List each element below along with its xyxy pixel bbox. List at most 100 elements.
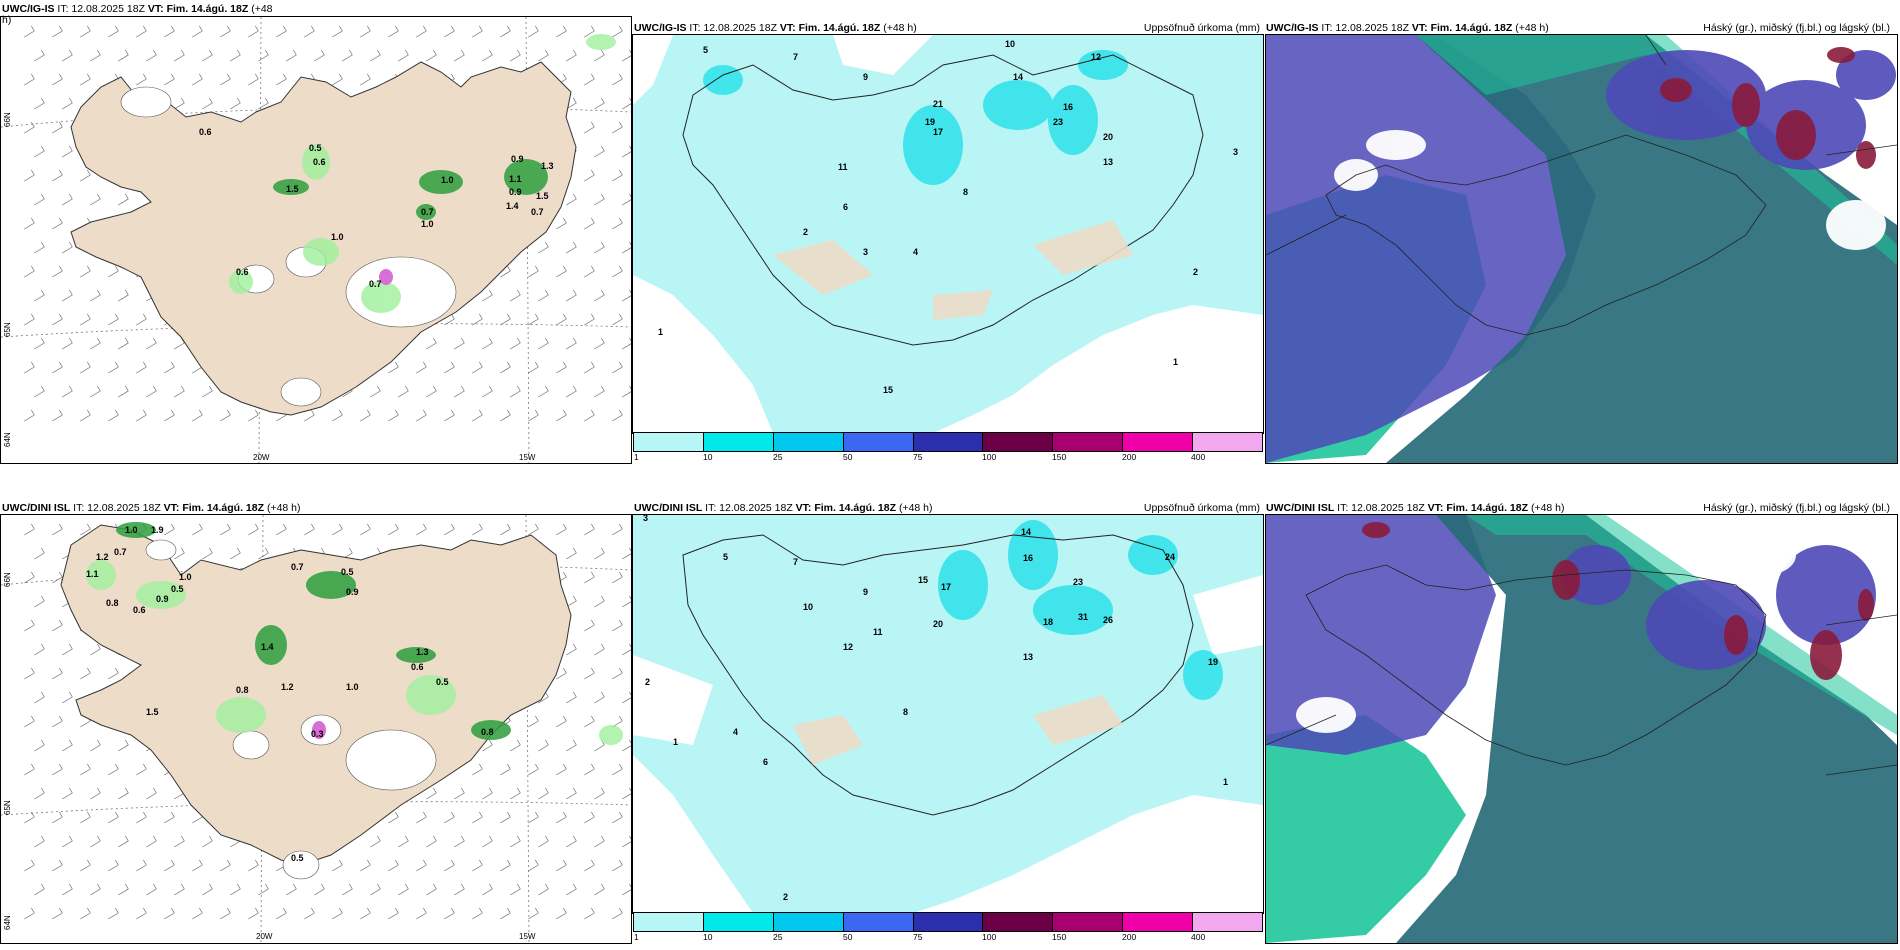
colorbar-swatch bbox=[634, 913, 704, 931]
shower-value: 1.0 bbox=[179, 572, 192, 582]
shower-value: 1.0 bbox=[346, 682, 359, 692]
colorbar-tick: 25 bbox=[773, 452, 783, 462]
shower-value: 0.9 bbox=[156, 594, 169, 604]
precip-value: 31 bbox=[1078, 612, 1088, 622]
precip-value: 8 bbox=[963, 187, 968, 197]
shower-value: 1.5 bbox=[536, 191, 549, 201]
shower-value: 0.6 bbox=[199, 127, 212, 137]
precip-value: 3 bbox=[643, 515, 648, 523]
panel-wind-showers-top: 0.6 0.5 0.6 1.5 1.0 0.7 1.0 1.0 0.6 0.7 … bbox=[0, 16, 632, 464]
shower-value: 0.7 bbox=[369, 279, 382, 289]
colorbar-swatch bbox=[913, 433, 984, 451]
header-lead: (+48 h) bbox=[1528, 502, 1565, 514]
colorbar-tick: 10 bbox=[703, 932, 713, 942]
precip-value: 5 bbox=[723, 552, 728, 562]
colorbar-tick: 150 bbox=[1052, 932, 1067, 942]
precip-value: 6 bbox=[843, 202, 848, 212]
header-wrap: h) bbox=[2, 14, 12, 26]
shower-value: 0.5 bbox=[171, 584, 184, 594]
header-lead: (+48 h) bbox=[264, 502, 301, 514]
shower-value: 1.1 bbox=[86, 569, 99, 579]
colorbar-tick: 1 bbox=[634, 452, 639, 462]
precip-value: 1 bbox=[1223, 777, 1228, 787]
header-lead: (+48 h) bbox=[896, 502, 933, 514]
lon-label: 20W bbox=[256, 932, 273, 941]
precip-value: 6 bbox=[763, 757, 768, 767]
header-right: Uppsöfnuð úrkoma (mm) bbox=[1143, 22, 1260, 34]
precip-value: 2 bbox=[1193, 267, 1198, 277]
colorbar-tick: 100 bbox=[982, 932, 997, 942]
header-lead: (+48 h) bbox=[1512, 22, 1549, 34]
precip-value: 10 bbox=[1005, 39, 1015, 49]
header-valid: VT: Fim. 14.ágú. 18Z bbox=[779, 22, 881, 34]
lon-label: 20W bbox=[253, 453, 270, 462]
panel-clouds-top bbox=[1265, 34, 1898, 464]
header-issue: IT: 12.08.2025 18Z bbox=[702, 502, 796, 514]
header-left-bottom: UWC/DINI ISL IT: 12.08.2025 18Z VT: Fim.… bbox=[2, 502, 301, 514]
shower-value: 0.7 bbox=[531, 207, 544, 217]
colorbar-swatch bbox=[1123, 433, 1194, 451]
precip-value: 16 bbox=[1023, 553, 1033, 563]
colorbar-tick: 75 bbox=[913, 932, 923, 942]
shower-value: 1.3 bbox=[416, 647, 429, 657]
precip-value: 17 bbox=[933, 127, 943, 137]
shower-value: 0.6 bbox=[236, 267, 249, 277]
precip-value: 19 bbox=[925, 117, 935, 127]
colorbar-swatch bbox=[1053, 913, 1124, 931]
colorbar-tick: 150 bbox=[1052, 452, 1067, 462]
shower-value: 0.5 bbox=[341, 567, 354, 577]
colorbar-tick: 10 bbox=[703, 452, 713, 462]
precip-value: 13 bbox=[1023, 652, 1033, 662]
shower-value: 0.7 bbox=[291, 562, 304, 572]
header-valid: VT: Fim. 14.ágú. 18Z bbox=[147, 3, 249, 15]
shower-value: 1.0 bbox=[421, 219, 434, 229]
shower-value: 1.2 bbox=[96, 552, 109, 562]
colorbar-ticks-bottom: 1 10 25 50 75 100 150 200 400 bbox=[633, 932, 1261, 944]
colorbar-swatch bbox=[1193, 913, 1263, 931]
precip-value: 3 bbox=[1233, 147, 1238, 157]
shower-value: 0.5 bbox=[291, 853, 304, 863]
shower-value: 1.0 bbox=[331, 232, 344, 242]
shower-value: 1.5 bbox=[286, 184, 299, 194]
precip-value: 4 bbox=[913, 247, 918, 257]
header-issue: IT: 12.08.2025 18Z bbox=[686, 22, 780, 34]
iceland-land bbox=[60, 524, 572, 866]
colorbar-ticks-top: 1 10 25 50 75 100 150 200 400 bbox=[633, 452, 1261, 464]
panel-precip-top: 5 7 9 10 12 14 16 21 23 8 3 2 4 6 1 11 1… bbox=[632, 34, 1264, 434]
precip-value: 2 bbox=[803, 227, 808, 237]
shower-value: 0.9 bbox=[509, 187, 522, 197]
colorbar-swatch bbox=[983, 433, 1054, 451]
precip-value: 1 bbox=[673, 737, 678, 747]
header-lead: (+48 bbox=[248, 3, 273, 15]
header-right: Háský (gr.), miðský (fj.bl.) og lágský (… bbox=[1703, 502, 1890, 514]
precip-value: 20 bbox=[933, 619, 943, 629]
precip-value: 14 bbox=[1013, 72, 1023, 82]
shower-value: 1.1 bbox=[509, 174, 522, 184]
header-model: UWC/DINI ISL bbox=[1266, 502, 1335, 514]
header-lead: (+48 h) bbox=[880, 22, 917, 34]
colorbar-swatch bbox=[1193, 433, 1263, 451]
header-issue: IT: 12.08.2025 18Z bbox=[70, 502, 164, 514]
panel-precip-bottom: 3 5 7 9 14 16 24 23 31 18 20 11 10 12 4 … bbox=[632, 514, 1264, 914]
precip-value: 15 bbox=[883, 385, 893, 395]
precip-value: 19 bbox=[1208, 657, 1218, 667]
header-left-top: UWC/IG-IS IT: 12.08.2025 18Z VT: Fim. 14… bbox=[2, 4, 273, 26]
precip-value: 24 bbox=[1165, 552, 1175, 562]
colorbar-tick: 1 bbox=[634, 932, 639, 942]
header-right-bottom: UWC/DINI ISL IT: 12.08.2025 18Z VT: Fim.… bbox=[1266, 502, 1896, 514]
precip-value: 7 bbox=[793, 557, 798, 567]
precip-value: 17 bbox=[941, 582, 951, 592]
colorbar-tick: 200 bbox=[1122, 452, 1137, 462]
lat-label: 64N bbox=[3, 915, 12, 930]
colorbar-swatch bbox=[703, 433, 774, 451]
shower-value: 0.6 bbox=[411, 662, 424, 672]
colorbar-tick: 400 bbox=[1191, 932, 1206, 942]
lon-label: 15W bbox=[519, 453, 536, 462]
colorbar-tick: 25 bbox=[773, 932, 783, 942]
map-precip-top: 5 7 9 10 12 14 16 21 23 8 3 2 4 6 1 11 1… bbox=[633, 35, 1263, 433]
map-showers-bottom: 1.0 1.9 1.2 0.7 1.1 0.8 0.6 1.0 0.5 0.9 … bbox=[1, 515, 631, 943]
colorbar-swatch bbox=[773, 433, 844, 451]
shower-value: 0.5 bbox=[309, 143, 322, 153]
precip-value: 20 bbox=[1103, 132, 1113, 142]
shower-value: 0.9 bbox=[346, 587, 359, 597]
